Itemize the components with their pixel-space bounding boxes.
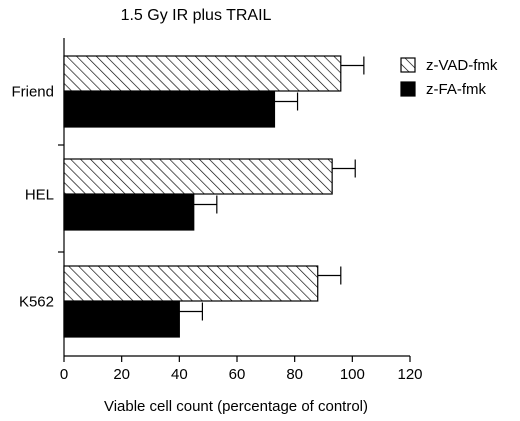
legend-swatch	[400, 81, 416, 97]
y-tick-label: K562	[19, 294, 54, 311]
legend-label: z-FA-fmk	[426, 81, 486, 98]
bar	[63, 265, 319, 302]
chart-title: 1.5 Gy IR plus TRAIL	[121, 7, 272, 24]
x-tick-label: 40	[171, 366, 188, 383]
bar	[63, 91, 276, 128]
bar	[63, 55, 342, 92]
x-tick-label: 20	[113, 366, 130, 383]
x-tick-label: 100	[340, 366, 365, 383]
legend: z-VAD-fmk z-FA-fmk	[400, 57, 498, 98]
bar	[63, 158, 333, 195]
legend-swatch	[400, 57, 416, 73]
x-tick-label: 60	[229, 366, 246, 383]
x-tick-label: 120	[397, 366, 422, 383]
y-tick-label: Friend	[11, 84, 54, 101]
y-tick-label: HEL	[25, 187, 54, 204]
x-tick-label: 0	[60, 366, 68, 383]
plot-area: 0 20 40 60 80 100 120 Friend HEL K562	[11, 38, 423, 383]
bar	[63, 301, 180, 338]
bar	[63, 194, 195, 231]
legend-label: z-VAD-fmk	[426, 57, 498, 74]
x-tick-label: 80	[286, 366, 303, 383]
x-axis-label: Viable cell count (percentage of control…	[104, 398, 368, 415]
